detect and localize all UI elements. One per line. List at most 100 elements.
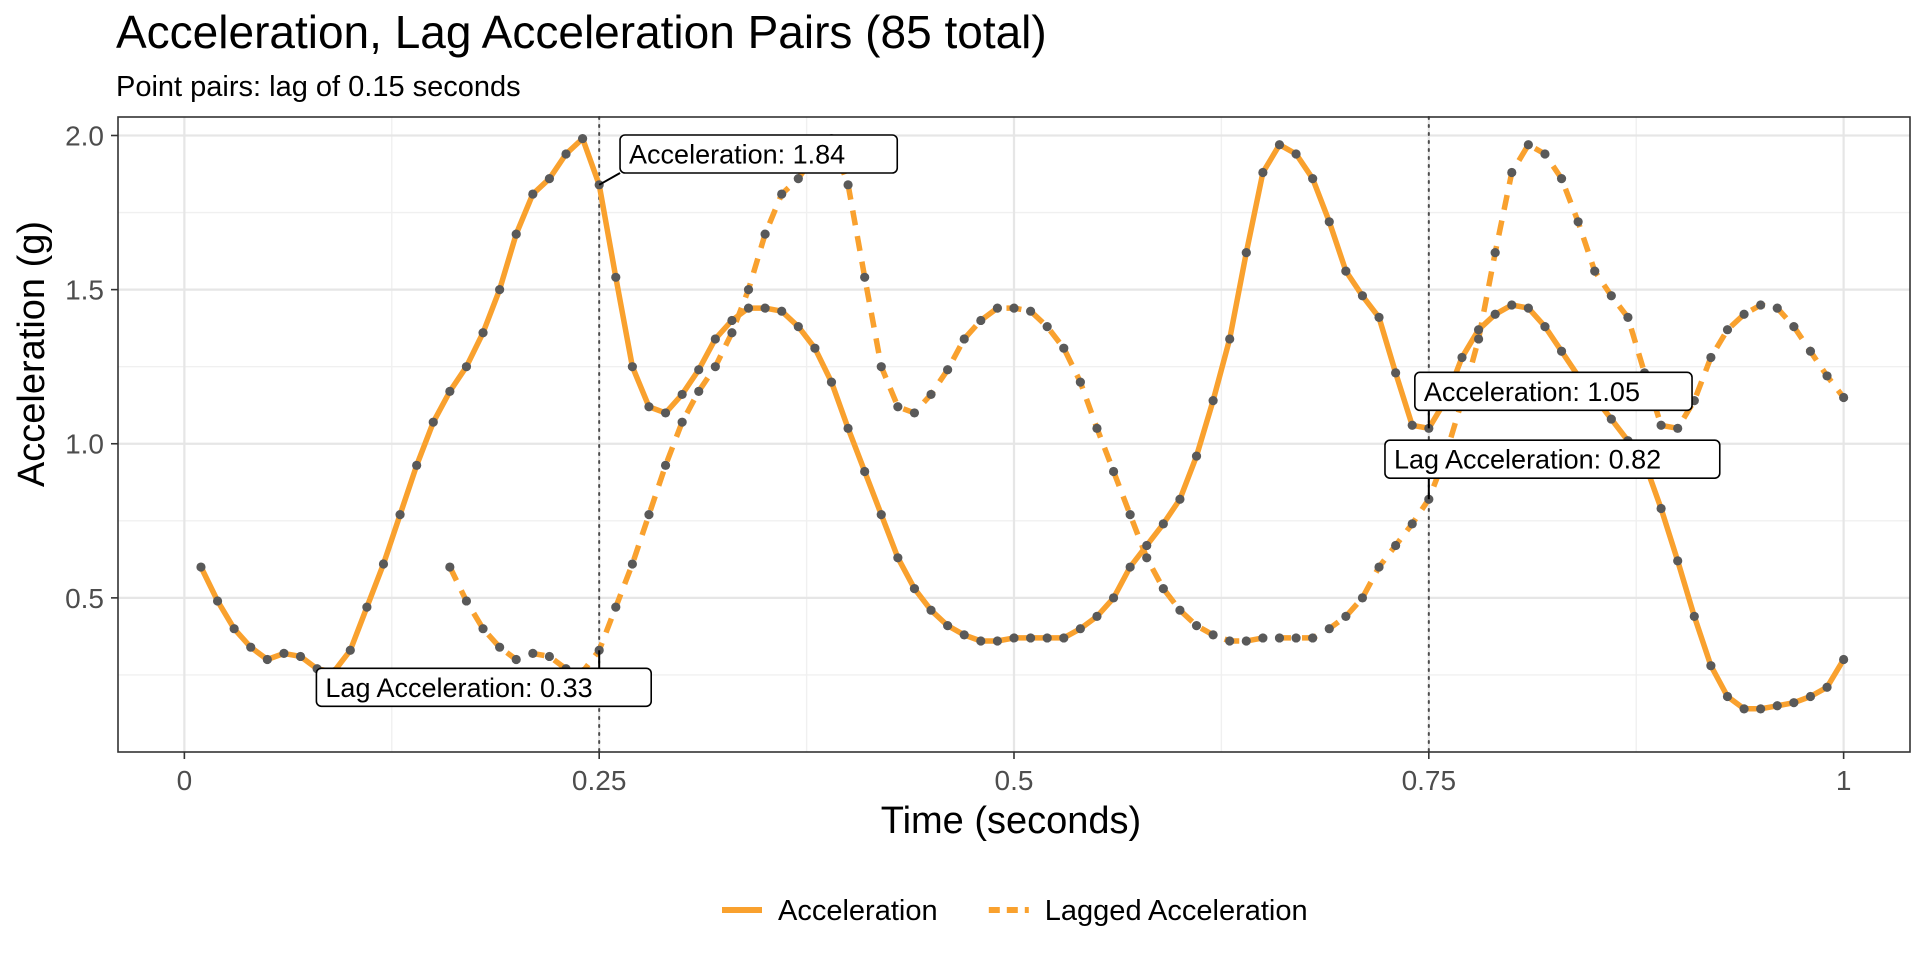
data-point-lagged: [1490, 248, 1500, 258]
data-point-acceleration: [378, 559, 389, 569]
data-point-lagged: [1523, 140, 1533, 150]
data-point-lagged: [1606, 291, 1616, 301]
data-point-acceleration: [1191, 451, 1202, 461]
data-point-lagged: [760, 229, 770, 239]
data-point-acceleration: [445, 386, 455, 396]
data-point-lagged: [1839, 392, 1849, 403]
legend-item-lagged-acceleration: Lagged Acceleration: [988, 895, 1308, 927]
data-point-lagged: [1556, 174, 1567, 184]
data-point-acceleration: [1457, 352, 1467, 363]
data-point-lagged: [710, 362, 720, 372]
data-point-acceleration: [279, 648, 289, 658]
data-point-lagged: [1789, 322, 1799, 332]
data-point-lagged: [1507, 167, 1517, 178]
data-point-lagged: [1706, 352, 1716, 363]
annotation-leader: [598, 172, 621, 186]
data-point-acceleration: [544, 174, 555, 184]
data-point-acceleration: [1357, 291, 1368, 301]
data-point-lagged: [876, 362, 886, 372]
data-point-acceleration: [1108, 593, 1119, 603]
data-point-acceleration: [1772, 701, 1782, 711]
data-point-acceleration: [212, 596, 223, 606]
y-tick-label: 2.0: [65, 120, 104, 151]
data-point-acceleration: [561, 149, 571, 159]
data-point-acceleration: [660, 408, 671, 418]
data-point-acceleration: [495, 285, 505, 295]
data-point-lagged: [1407, 519, 1417, 529]
data-point-acceleration: [1009, 633, 1019, 643]
x-axis-title: Time (seconds): [881, 800, 1141, 842]
x-tick-label: 1: [1836, 765, 1852, 796]
chart-subtitle: Point pairs: lag of 0.15 seconds: [116, 71, 521, 103]
data-point-acceleration: [345, 645, 355, 655]
data-point-lagged: [1341, 611, 1351, 621]
data-point-lagged: [461, 596, 472, 606]
data-point-lagged: [677, 417, 687, 427]
data-point-lagged: [644, 510, 654, 520]
y-axis-title: Acceleration (g): [11, 221, 53, 487]
legend-item-acceleration: Acceleration: [722, 895, 938, 927]
data-point-acceleration: [843, 423, 853, 433]
data-point-acceleration: [777, 306, 787, 316]
data-point-acceleration: [1507, 300, 1517, 310]
annotation-box: [1414, 371, 1693, 412]
data-point-acceleration: [1142, 540, 1152, 551]
data-point-lagged: [1241, 636, 1251, 646]
data-point-acceleration: [1274, 140, 1285, 150]
data-point-lagged: [511, 654, 521, 665]
data-point-acceleration: [1391, 368, 1401, 378]
annotation-label: Acceleration: 1.05: [1424, 377, 1640, 407]
data-point-lagged: [495, 642, 505, 652]
data-point-lagged: [544, 651, 555, 662]
data-point-lagged: [976, 315, 986, 326]
annotation-label: Acceleration: 1.84: [629, 139, 845, 169]
data-point-lagged: [1158, 584, 1168, 594]
data-point-lagged: [1274, 633, 1285, 643]
data-point-lagged: [694, 386, 704, 396]
data-point-acceleration: [246, 642, 256, 652]
data-point-lagged: [843, 180, 853, 190]
data-point-acceleration: [992, 636, 1003, 646]
x-tick-label: 0.5: [995, 765, 1034, 796]
annotation-box: [619, 134, 899, 174]
data-point-lagged: [1092, 423, 1102, 433]
data-point-acceleration: [1606, 414, 1616, 424]
annotation-label: Lag Acceleration: 0.33: [325, 673, 592, 703]
data-point-lagged: [660, 460, 671, 470]
data-point-lagged: [1108, 466, 1119, 477]
grid-layer: [118, 117, 1910, 752]
data-point-lagged: [1739, 309, 1749, 319]
data-point-acceleration: [710, 334, 720, 344]
data-point-lagged: [959, 334, 969, 344]
data-point-acceleration: [1689, 611, 1699, 621]
data-point-lagged: [1308, 633, 1318, 643]
data-point-acceleration: [528, 189, 538, 199]
data-point-acceleration: [743, 303, 754, 313]
data-point-acceleration: [1308, 174, 1318, 184]
data-point-lagged: [528, 648, 538, 658]
data-point-acceleration: [760, 303, 770, 313]
data-point-lagged: [1656, 420, 1666, 430]
data-point-acceleration: [1523, 303, 1533, 313]
axis-layer: 0 0.25 0.5 0.75 1 0.5 1.0 1.5 2.0: [65, 116, 1911, 796]
data-point-acceleration: [893, 553, 903, 563]
data-point-acceleration: [1208, 395, 1218, 406]
legend-label: Lagged Acceleration: [1045, 895, 1308, 927]
annotations-layer: Acceleration: 1.84 Lag Acceleration: 0.33…: [315, 134, 1721, 708]
data-point-acceleration: [1341, 266, 1351, 276]
y-tick-label: 0.5: [65, 583, 104, 614]
data-point-lagged: [926, 389, 936, 400]
data-point-lagged: [1324, 624, 1334, 634]
data-point-acceleration: [1722, 691, 1733, 702]
data-point-lagged: [1540, 149, 1550, 159]
data-point-acceleration: [1125, 562, 1135, 572]
data-point-lagged: [1225, 636, 1235, 646]
data-point-lagged: [777, 189, 787, 199]
data-point-acceleration: [677, 389, 687, 400]
data-point-lagged: [1009, 303, 1019, 313]
data-point-acceleration: [1225, 334, 1235, 344]
data-point-lagged: [627, 559, 637, 569]
data-point-lagged: [1473, 334, 1484, 344]
data-point-lagged: [611, 602, 621, 612]
data-point-acceleration: [1158, 519, 1168, 529]
